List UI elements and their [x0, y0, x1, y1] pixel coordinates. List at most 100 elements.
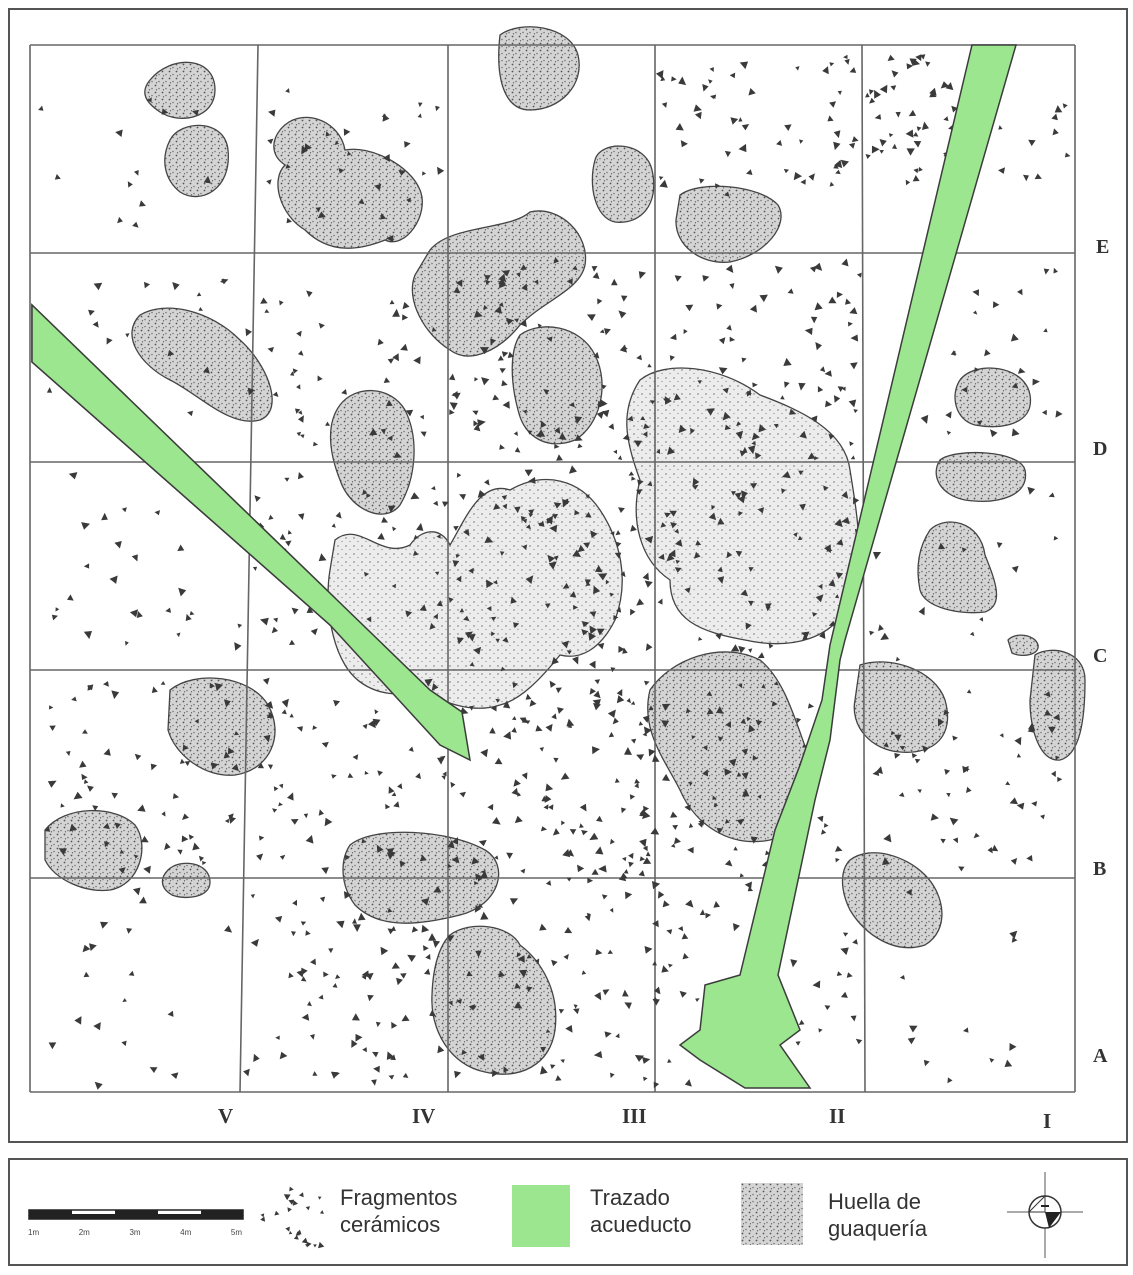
- ceramic-fragment: [517, 955, 525, 963]
- ceramic-fragment: [451, 391, 459, 398]
- ceramic-fragment: [252, 566, 258, 571]
- ceramic-fragment: [257, 762, 264, 769]
- ceramic-fragment: [829, 62, 835, 67]
- ceramic-fragment: [787, 288, 794, 294]
- ceramic-fragment: [737, 495, 746, 504]
- ceramic-fragment: [361, 838, 367, 844]
- ceramic-fragment: [614, 778, 620, 783]
- ceramic-fragment: [513, 779, 521, 787]
- ceramic-fragment: [366, 616, 372, 623]
- ceramic-fragment: [540, 1046, 547, 1053]
- ceramic-fragment: [126, 928, 133, 934]
- ceramic-fragment: [292, 1200, 298, 1206]
- ceramic-fragment: [850, 334, 859, 342]
- looting-area: [273, 116, 423, 249]
- row-label-a: A: [1093, 1045, 1108, 1067]
- ceramic-fragment: [377, 338, 384, 346]
- ceramic-fragment: [1014, 736, 1022, 746]
- ceramic-fragment: [1054, 105, 1063, 113]
- ceramic-fragment: [503, 700, 511, 709]
- ceramic-fragment: [503, 1066, 509, 1073]
- ceramic-fragment: [539, 923, 547, 931]
- ceramic-fragment: [260, 1216, 266, 1222]
- ceramic-fragment: [774, 265, 783, 274]
- ceramic-fragment: [527, 430, 533, 435]
- ceramic-fragment: [815, 594, 824, 603]
- ceramic-fragment: [616, 607, 622, 613]
- ceramic-fragment: [285, 1226, 290, 1232]
- ceramic-fragment: [119, 849, 125, 854]
- ceramic-fragment: [579, 823, 584, 828]
- ceramic-fragment: [872, 770, 880, 776]
- ceramic-fragment: [874, 114, 882, 120]
- ceramic-fragment: [131, 554, 138, 562]
- ceramic-fragment: [507, 351, 514, 358]
- ceramic-fragment: [600, 384, 607, 390]
- ceramic-fragment: [539, 747, 544, 752]
- ceramic-fragment: [486, 606, 492, 612]
- ceramic-fragment: [1016, 753, 1022, 758]
- ceramic-fragment: [882, 857, 890, 865]
- ceramic-fragment: [662, 773, 670, 781]
- ceramic-fragment: [561, 640, 570, 649]
- ceramic-fragment: [502, 503, 508, 510]
- ceramic-fragment: [750, 836, 758, 844]
- ceramic-fragment: [1023, 174, 1029, 182]
- ceramic-fragment: [419, 414, 424, 420]
- ceramic-fragment: [853, 497, 860, 505]
- ceramic-fragment: [804, 327, 813, 335]
- ceramic-fragment: [477, 1053, 485, 1061]
- ceramic-fragment: [865, 92, 870, 98]
- ceramic-fragment: [514, 318, 519, 323]
- ceramic-fragment: [992, 301, 1000, 309]
- ceramic-fragment: [781, 488, 786, 494]
- ceramic-fragment: [352, 918, 357, 924]
- ceramic-fragment: [511, 727, 517, 733]
- ceramic-fragment: [419, 604, 427, 611]
- ceramic-fragment: [442, 501, 449, 507]
- ceramic-fragment: [589, 611, 597, 618]
- ceramic-fragment: [1055, 410, 1063, 418]
- ceramic-fragment: [617, 455, 623, 460]
- ceramic-fragment: [167, 349, 175, 357]
- ceramic-fragment: [818, 1028, 823, 1033]
- ceramic-fragment: [290, 371, 295, 376]
- ceramic-fragment: [747, 445, 756, 455]
- ceramic-fragment: [871, 145, 880, 154]
- ceramic-fragment: [626, 698, 631, 704]
- ceramic-fragment: [493, 580, 498, 585]
- ceramic-fragment: [287, 1207, 292, 1213]
- ceramic-fragment: [525, 524, 531, 530]
- ceramic-fragment: [526, 954, 532, 959]
- ceramic-fragment: [712, 795, 717, 801]
- ceramic-fragment: [448, 597, 454, 603]
- ceramic-fragment: [639, 838, 647, 848]
- ceramic-fragment: [684, 1079, 692, 1087]
- ceramic-fragment: [741, 772, 749, 780]
- ceramic-fragment: [266, 179, 272, 185]
- ceramic-fragment: [484, 536, 494, 543]
- ceramic-fragment: [668, 549, 676, 558]
- ceramic-fragment: [493, 503, 501, 510]
- ceramic-fragment: [853, 409, 858, 414]
- ceramic-fragment: [638, 721, 644, 726]
- ceramic-fragment: [134, 854, 139, 859]
- ceramic-fragment: [381, 113, 387, 118]
- column-label-ii: II: [829, 1104, 846, 1128]
- ceramic-fragment: [398, 170, 406, 176]
- ceramic-fragment: [883, 742, 889, 748]
- ceramic-fragment: [628, 861, 634, 868]
- ceramic-fragment: [279, 854, 286, 860]
- ceramic-fragment: [619, 344, 627, 353]
- ceramic-fragment: [291, 607, 299, 615]
- ceramic-fragment: [652, 961, 657, 966]
- ceramic-fragment: [296, 726, 303, 732]
- row-label-e: E: [1096, 236, 1110, 258]
- ceramic-fragment: [541, 795, 548, 802]
- ceramic-fragment: [618, 873, 627, 882]
- ceramic-fragment: [433, 886, 442, 893]
- ceramic-fragment: [547, 554, 556, 563]
- ceramic-fragment: [751, 432, 760, 441]
- ceramic-fragment: [989, 1057, 995, 1063]
- ceramic-fragment: [513, 622, 520, 629]
